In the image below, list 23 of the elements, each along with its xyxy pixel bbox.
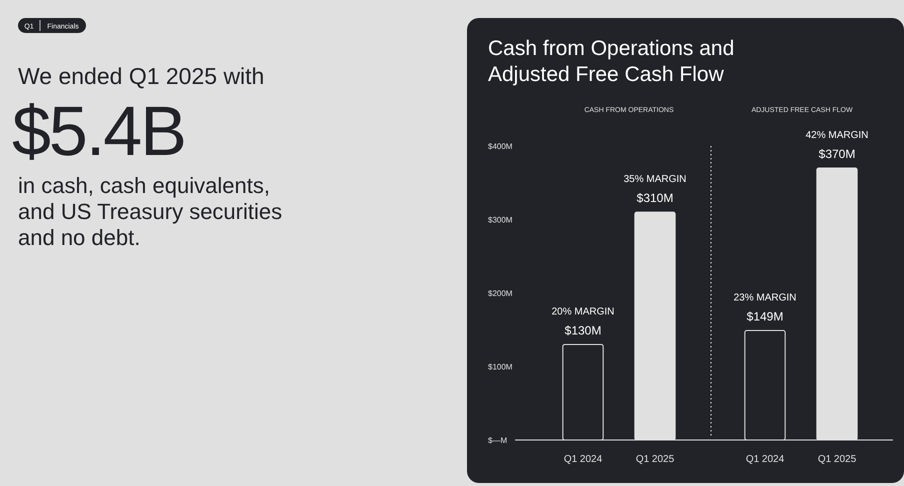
annotation: 20% MARGIN <box>552 306 614 318</box>
text: and no debt. <box>18 225 140 250</box>
annotation: 42% MARGIN <box>806 130 868 142</box>
y-tick-label: $100M <box>488 362 513 372</box>
y-tick-label: $400M <box>488 142 513 151</box>
text: We ended Q1 2025 with <box>18 63 264 89</box>
data-label: $149M <box>746 309 784 324</box>
text: $5.4B <box>12 92 185 170</box>
annotation: 23% MARGIN <box>734 292 796 304</box>
x-tick-label: Q1 2025 <box>818 454 857 465</box>
x-tick-label: Q1 2024 <box>746 454 785 465</box>
annotation: 35% MARGIN <box>624 174 686 186</box>
text: in cash, cash equivalents, <box>18 173 270 198</box>
x-tick-label: Q1 2024 <box>564 454 603 465</box>
y-tick-label: $300M <box>488 215 513 224</box>
y-tick-label: $—M <box>488 436 508 445</box>
data-label: $370M <box>818 147 856 162</box>
y-tick-label: $200M <box>488 288 513 298</box>
data-label: $130M <box>564 323 602 338</box>
x-tick-label: Q1 2025 <box>636 454 675 465</box>
data-label: $310M <box>636 191 674 206</box>
text: and US Treasury securities <box>18 199 282 224</box>
chart-title: Cash from Operations and Adjusted Free Cash Flow <box>488 37 734 86</box>
